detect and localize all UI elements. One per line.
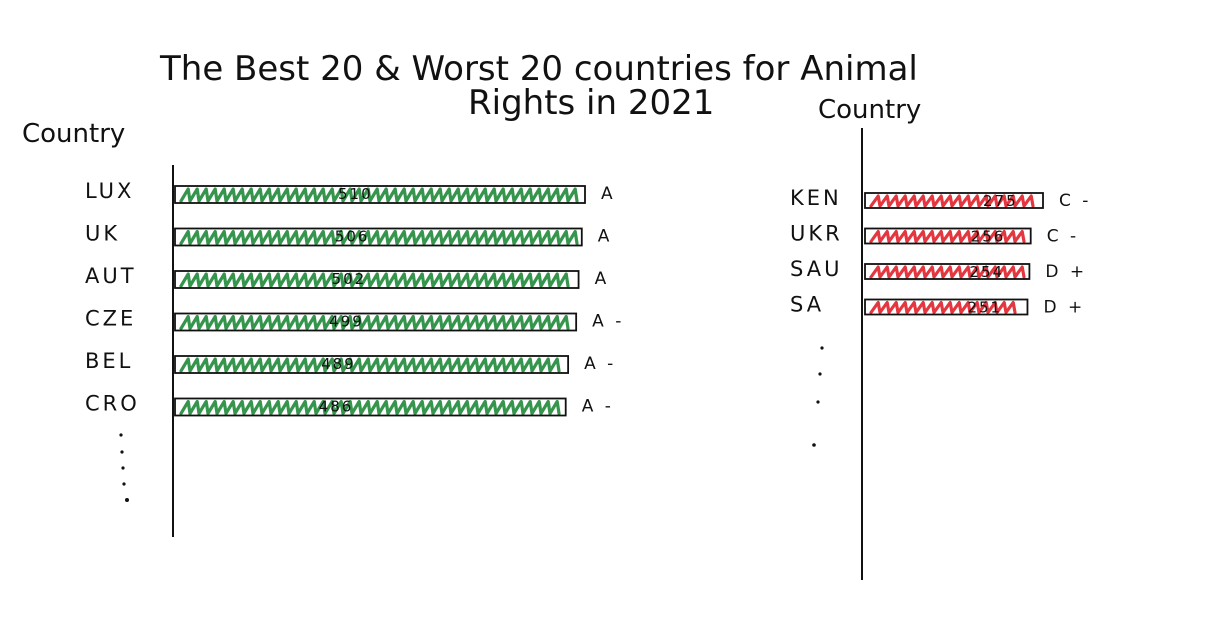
best-bar [174,227,583,247]
worst-bar-fill [869,229,1026,244]
best-category-label: CZE [85,307,136,331]
best-bar-fill [179,357,561,373]
worst-category-label: KEN [790,186,842,210]
best-category-label: CRO [85,392,140,416]
worst-grade-label: D + [1043,298,1085,318]
best-category-label: UK [85,222,120,246]
best-grade-label: A - [584,354,616,374]
worst-value-label: 256 [971,228,1006,246]
best-value-label: 506 [335,228,370,246]
worst-value-label: 275 [983,192,1018,210]
best-bar [174,397,567,417]
worst-grade-label: C - [1047,227,1079,247]
worst-category-label: SA [790,293,824,317]
worst-category-label: SAU [790,257,842,281]
best-bar-fill [179,229,579,246]
best-bar [174,312,578,332]
worst-value-label: 251 [967,299,1002,317]
worst-bar [864,227,1032,245]
best-bar [174,355,570,374]
continuation-dot [125,498,129,502]
best-value-label: 486 [319,398,354,416]
continuation-dot [816,400,820,404]
best-value-label: 510 [338,185,373,203]
worst-bar [864,298,1029,316]
best-grade-label: A [598,227,613,247]
best-grade-label: A - [592,312,624,332]
best-bar-fill [179,314,570,331]
best-category-label: AUT [85,264,137,288]
continuation-dot [122,482,126,486]
worst-value-label: 254 [969,263,1004,281]
best-bar-fill [179,399,561,416]
best-y-axis-title: Country [22,119,125,149]
worst-bar [864,263,1031,280]
worst-bar [864,192,1044,209]
best-grade-label: A [601,184,616,204]
worst-bar-fill [869,194,1035,208]
best-grade-label: A [595,269,610,289]
best-continuation-dots [119,433,129,502]
continuation-dot [120,450,124,454]
worst-bar-fill [869,300,1017,315]
best-value-label: 489 [321,355,356,373]
best-bars-group: LUX 510 A UK 506 A AUT 502 A CZE 499 A - BEL 489 A - CR… [85,179,624,417]
best-category-label: BEL [85,349,133,373]
best-value-label: 499 [329,313,364,331]
best-bar [174,270,580,289]
continuation-dot [121,466,125,470]
best-value-label: 502 [332,270,367,288]
worst-continuation-dots [812,346,824,447]
worst-grade-label: C - [1059,191,1091,211]
best-bar-fill [179,272,570,288]
continuation-dot [820,346,824,350]
continuation-dot [812,443,816,447]
chart-title-line-2: Rights in 2021 [468,83,714,123]
worst-grade-label: D + [1045,262,1087,282]
continuation-dot [818,372,822,376]
worst-bar-fill [869,265,1026,279]
best-bar-fill [179,187,579,203]
continuation-dot [119,433,123,437]
best-category-label: LUX [85,179,134,203]
worst-y-axis-title: Country [818,95,921,125]
worst-category-label: UKR [790,222,843,246]
best-grade-label: A - [582,397,614,417]
best-bar [174,185,586,204]
worst-bars-group: KEN 275 C - UKR 256 C - SAU 254 D + SA 251 D + [790,186,1091,318]
chart-title-line-1: The Best 20 & Worst 20 countries for Ani… [159,49,918,89]
